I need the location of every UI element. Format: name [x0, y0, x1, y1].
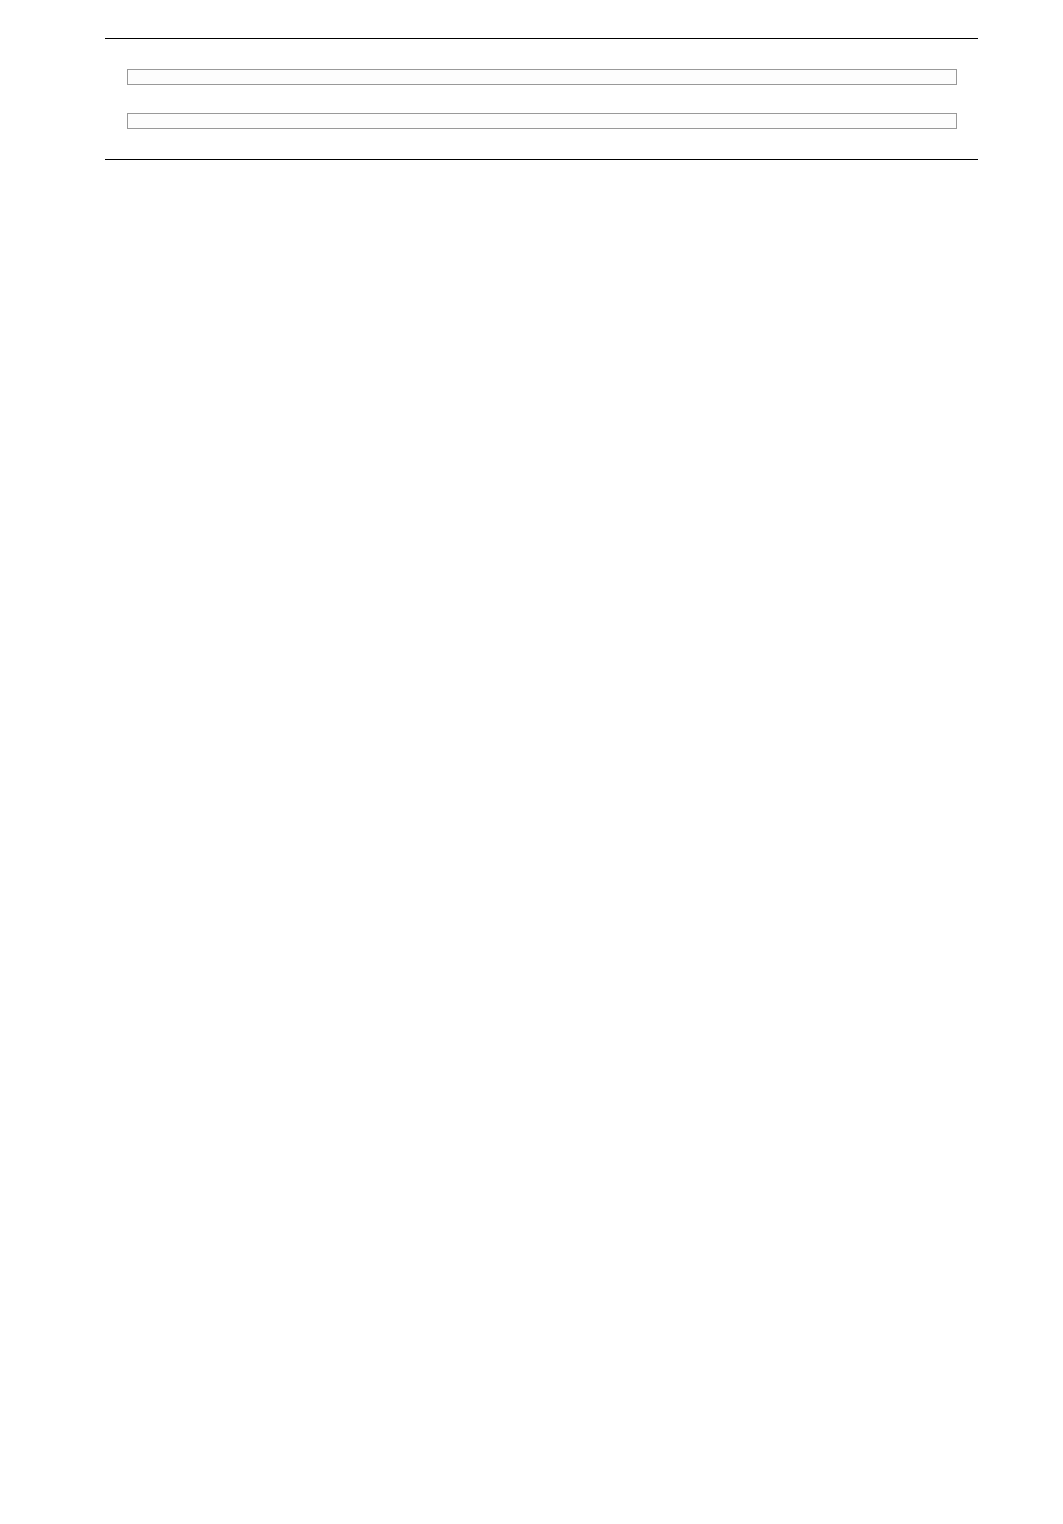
document-page	[0, 0, 1063, 230]
footer-rule	[105, 159, 978, 160]
header-rule	[105, 38, 978, 39]
config-panel-1	[127, 69, 957, 85]
config-panel-2	[127, 113, 957, 129]
